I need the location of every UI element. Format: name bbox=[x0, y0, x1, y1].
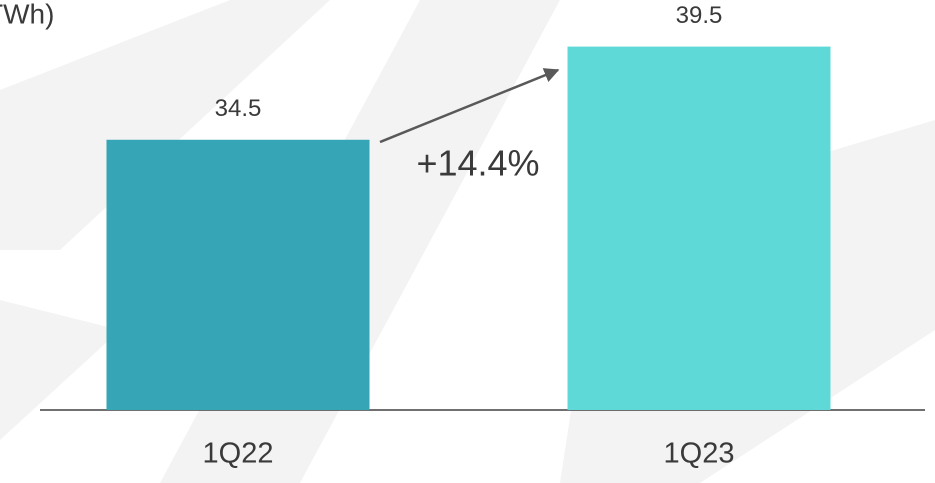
value-label: 39.5 bbox=[676, 2, 723, 29]
bar bbox=[567, 46, 831, 410]
x-tick-label: 1Q22 bbox=[203, 438, 274, 470]
growth-arrow bbox=[379, 68, 560, 144]
bg-shape bbox=[0, 300, 120, 440]
bg-shape bbox=[0, 0, 330, 250]
bar bbox=[106, 139, 370, 411]
growth-annotation: +14.4% bbox=[416, 143, 539, 184]
x-tick-label: 1Q23 bbox=[664, 438, 735, 470]
chart-title: TWh) bbox=[0, 0, 54, 29]
value-label: 34.5 bbox=[215, 95, 262, 122]
